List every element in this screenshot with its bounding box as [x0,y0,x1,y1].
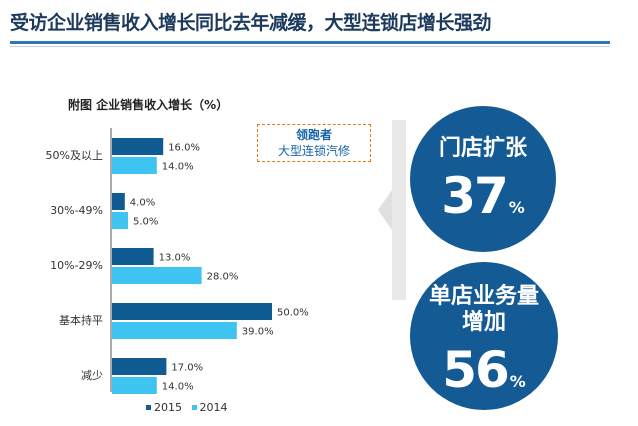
stat-label: 门店扩张 [438,136,527,161]
page-title: 受访企业销售收入增长同比去年减缓，大型连锁店增长强劲 [10,12,492,34]
data-label-2015: 17.0% [171,363,203,374]
bar-2014 [112,322,237,339]
chart-legend: 2015 2014 [140,401,228,414]
data-label-2015: 16.0% [168,143,200,154]
chart-title: 附图 企业销售收入增长（%） [68,98,229,112]
stat-circle-store-expansion: 门店扩张 37% [410,106,556,252]
bar-2014 [112,267,202,284]
title-underline-thin [10,46,610,47]
bar-2015 [112,358,167,375]
bar-2014 [112,157,157,174]
callout-line-1: 领跑者 [295,128,332,142]
category-label: 基本持平 [59,313,103,327]
bar-2014 [112,377,157,394]
leader-callout: 领跑者 大型连锁汽修 [257,124,371,162]
data-label-2015: 13.0% [159,253,191,264]
data-label-2015: 4.0% [130,198,155,209]
title-underline [10,41,610,44]
stat-label-line-2: 增加 [461,310,506,335]
callout-line-2: 大型连锁汽修 [277,144,350,158]
legend-label-2015: 2015 [154,401,182,414]
category-label: 30%-49% [50,204,103,217]
bar-2015 [112,248,154,265]
data-label-2014: 5.0% [133,217,158,228]
data-label-2014: 28.0% [207,272,239,283]
data-label-2014: 39.0% [242,327,274,338]
category-label: 减少 [81,369,103,382]
data-label-2015: 50.0% [277,308,309,319]
left-arrow-icon [378,120,406,300]
stat-value: 56% [442,341,526,399]
legend-swatch-2015 [146,405,151,410]
legend-label-2014: 2014 [199,401,228,414]
category-label: 50%及以上 [46,149,103,162]
bar-2015 [112,138,164,155]
bar-2015 [112,303,272,320]
data-label-2014: 14.0% [162,382,194,393]
stat-value: 37% [441,167,525,225]
stat-circle-store-volume: 单店业务量 增加 56% [410,262,558,410]
bar-2014 [112,212,128,229]
bar-chart: 50%及以上 16.0% 14.0% 30%-49% 4.0% 5.0% 10%-29% 13… [46,128,309,394]
legend-swatch-2014 [191,405,197,410]
category-label: 10%-29% [50,259,103,272]
data-label-2014: 14.0% [162,162,194,173]
bar-2015 [112,193,125,210]
stat-label-line-1: 单店业务量 [428,284,539,309]
